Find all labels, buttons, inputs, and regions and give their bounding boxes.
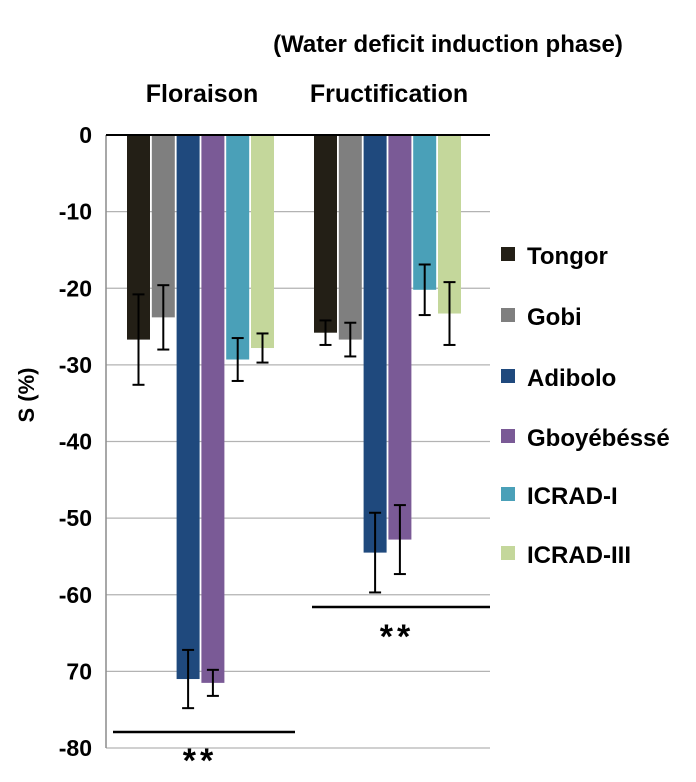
bar-adibolo-0	[176, 135, 200, 680]
legend-item: Adibolo	[501, 365, 616, 392]
y-tick-label: -20	[59, 275, 92, 301]
bar-gobi-1	[338, 135, 362, 340]
significance-label: **	[183, 742, 217, 780]
bar-icrad-iii-1	[438, 135, 461, 314]
bar-gboy-b-ss--1	[388, 135, 412, 540]
legend-label: Gboyébéssé	[527, 425, 670, 452]
bars	[127, 135, 461, 683]
error-bar	[206, 668, 219, 697]
bar-icrad-iii-0	[251, 135, 274, 349]
legend-label: ICRAD-I	[527, 483, 618, 510]
legend-swatch	[501, 487, 515, 501]
bar-icrad-i-1	[413, 135, 437, 290]
legend-item: ICRAD-III	[501, 542, 631, 569]
y-axis-label: S (%)	[14, 368, 39, 423]
y-tick-label: -60	[59, 582, 92, 608]
significance-marker: **	[312, 605, 490, 656]
legend: Tongor Gobi Adibolo Gboyébéssé ICRAD-I ICRAD-…	[501, 243, 670, 569]
error-bar	[443, 281, 456, 346]
bar-gobi-0	[151, 135, 175, 318]
axes	[105, 134, 490, 748]
bar-gboy-b-ss--0	[201, 135, 225, 683]
legend-item: ICRAD-I	[501, 483, 618, 510]
legend-label: Gobi	[527, 304, 582, 331]
y-tick-label: -30	[59, 352, 92, 378]
error-bar	[369, 511, 382, 594]
legend-swatch	[501, 369, 515, 383]
legend-item: Gboyébéssé	[501, 425, 670, 452]
y-tick-label: 70	[66, 658, 92, 684]
error-bars	[132, 263, 456, 710]
legend-swatch	[501, 546, 515, 560]
bar-tongor-0	[127, 135, 150, 340]
bar-tongor-1	[314, 135, 337, 333]
y-tick-label: -50	[59, 505, 92, 531]
y-tick-label: -10	[59, 199, 92, 225]
error-bar	[319, 319, 332, 346]
error-bar	[256, 332, 269, 364]
significance-annotations: ** **	[113, 605, 490, 780]
error-bar	[418, 263, 431, 317]
legend-label: Adibolo	[527, 365, 616, 392]
bar-icrad-i-0	[226, 135, 250, 360]
error-bar	[182, 648, 195, 710]
legend-item: Tongor	[501, 243, 608, 270]
legend-swatch	[501, 308, 515, 322]
error-bar	[393, 504, 406, 576]
significance-marker: **	[113, 730, 295, 780]
error-bar	[132, 293, 145, 386]
bar-adibolo-1	[363, 135, 387, 553]
y-tick-label: -80	[59, 735, 92, 761]
legend-swatch	[501, 247, 515, 261]
legend-item: Gobi	[501, 304, 582, 331]
chart-title: (Water deficit induction phase)	[273, 31, 623, 58]
category-label-fructification: Fructification	[310, 80, 468, 108]
y-tick-labels: 0 -10 -20 -30 -40 -50 -60 70 -80	[59, 122, 92, 761]
legend-label: Tongor	[527, 243, 608, 270]
error-bar	[344, 321, 357, 358]
y-tick-label: -40	[59, 429, 92, 455]
significance-label: **	[380, 618, 414, 656]
category-label-floraison: Floraison	[146, 80, 259, 108]
legend-label: ICRAD-III	[527, 542, 631, 569]
error-bar	[157, 284, 170, 351]
y-tick-label: 0	[79, 122, 92, 148]
error-bar	[231, 337, 244, 382]
legend-swatch	[501, 429, 515, 443]
